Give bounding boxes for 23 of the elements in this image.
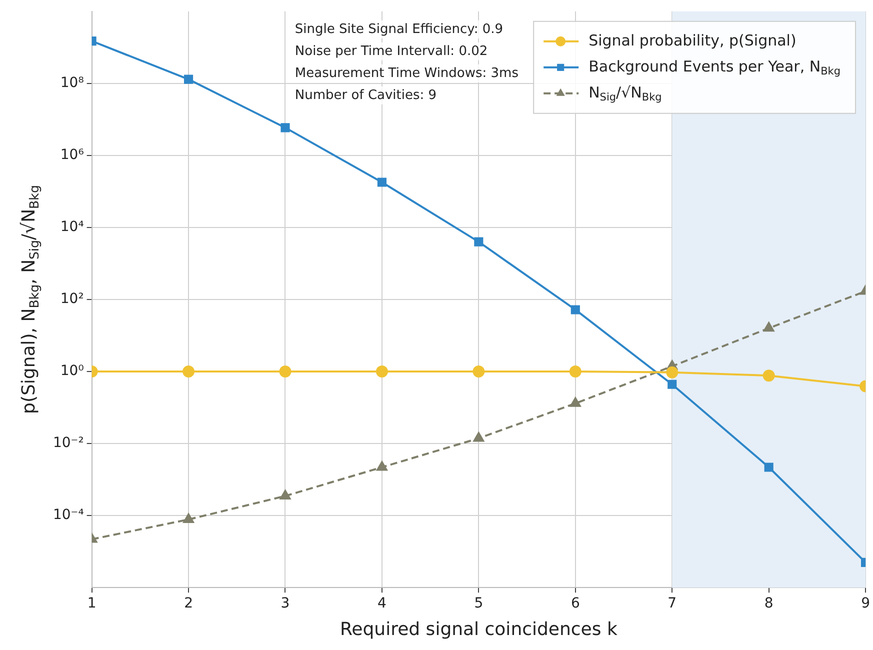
annotation: Single Site Signal Efficiency: 0.9 [294,22,504,37]
x-tick-label: 5 [474,596,484,612]
x-tick-label: 6 [570,596,580,612]
y-tick-label: 10⁴ [60,219,84,236]
y-tick-label: 10⁶ [60,147,84,164]
x-tick-label: 1 [87,596,96,612]
y-tick-label: 10² [60,291,84,308]
annotation: Number of Cavities: 9 [294,88,437,103]
y-tick-label: 10⁰ [60,363,84,380]
legend-label: Signal probability, p(Signal) [588,31,796,50]
x-tick-label: 7 [668,596,677,612]
x-tick-label: 9 [861,596,870,612]
x-tick-label: 4 [378,596,387,612]
y-tick-label: 10⁻² [52,435,84,452]
annotation: Noise per Time Intervall: 0.02 [294,44,488,59]
x-axis-title: Required signal coincidences k [340,618,618,640]
x-tick-label: 2 [184,596,193,612]
y-axis-title: p(Signal), NBkg, NSig/√NBkg [18,185,42,414]
annotation: Measurement Time Windows: 3ms [294,66,519,81]
x-tick-label: 3 [280,596,290,612]
x-tick-label: 8 [764,596,774,612]
y-tick-label: 10⁻⁴ [52,507,84,524]
y-tick-label: 10⁸ [60,75,84,92]
